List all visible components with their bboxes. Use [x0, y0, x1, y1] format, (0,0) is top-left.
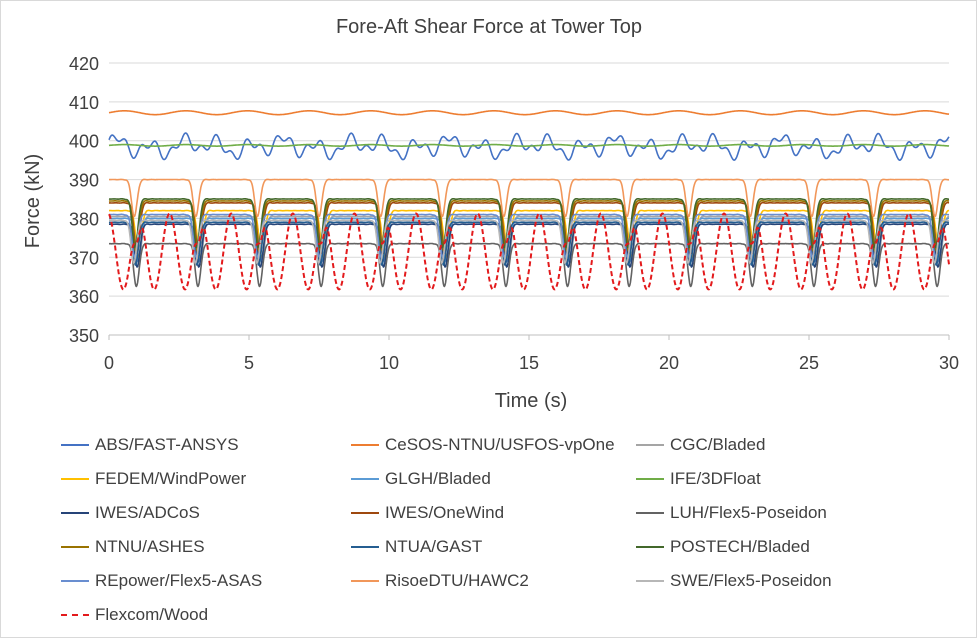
legend-label: Flexcom/Wood	[95, 605, 209, 624]
x-axis-label: Time (s)	[495, 390, 568, 412]
x-tick-label: 25	[799, 353, 819, 373]
legend-swatch	[636, 478, 664, 480]
series-line	[108, 223, 950, 268]
y-tick-label: 360	[69, 287, 99, 307]
legend-label: FEDEM/WindPower	[95, 469, 247, 488]
legend-swatch	[636, 444, 664, 446]
series-line	[108, 212, 950, 291]
legend-swatch	[636, 546, 664, 548]
x-tick-label: 15	[519, 353, 539, 373]
legend-item: NTNU/ASHES	[61, 535, 205, 559]
y-tick-label: 400	[69, 132, 99, 152]
legend-label: RisoeDTU/HAWC2	[385, 571, 529, 590]
legend-label: ABS/FAST-ANSYS	[95, 435, 239, 454]
legend-item: IWES/OneWind	[351, 501, 504, 525]
legend-label: IFE/3DFloat	[670, 469, 761, 488]
legend-item: IFE/3DFloat	[636, 467, 761, 491]
legend-item: CGC/Bladed	[636, 433, 765, 457]
legend-label: LUH/Flex5-Poseidon	[670, 503, 827, 522]
legend-swatch	[61, 478, 89, 480]
legend-swatch	[351, 546, 379, 548]
x-tick-label: 10	[379, 353, 399, 373]
legend-swatch	[61, 512, 89, 514]
legend-item: LUH/Flex5-Poseidon	[636, 501, 827, 525]
legend-swatch	[351, 444, 379, 446]
y-tick-label: 390	[69, 171, 99, 191]
y-tick-label: 350	[69, 326, 99, 346]
legend-swatch	[636, 580, 664, 582]
series-line	[108, 132, 950, 161]
legend-label: POSTECH/Bladed	[670, 537, 810, 556]
legend-label: GLGH/Bladed	[385, 469, 491, 488]
legend-item: NTUA/GAST	[351, 535, 482, 559]
legend-item: REpower/Flex5-ASAS	[61, 569, 262, 593]
legend-label: REpower/Flex5-ASAS	[95, 571, 263, 590]
y-tick-label: 410	[69, 93, 99, 113]
series-line	[108, 178, 950, 218]
legend-swatch	[61, 546, 89, 548]
series-line	[108, 198, 950, 249]
legend-item: FEDEM/WindPower	[61, 467, 246, 491]
x-tick-label: 0	[104, 353, 114, 373]
legend-label: NTNU/ASHES	[95, 537, 205, 556]
y-tick-label: 420	[69, 54, 99, 74]
legend-label: CeSOS-NTNU/USFOS-vpOne	[385, 435, 615, 454]
legend-swatch	[61, 614, 89, 616]
series-line	[108, 213, 950, 259]
chart-title: Fore-Aft Shear Force at Tower Top	[336, 16, 642, 38]
legend-swatch	[351, 478, 379, 480]
axes: 350 360 370 380 390 400 410 420 0 5 10 15 20 25 30	[69, 54, 959, 373]
legend-item: CeSOS-NTNU/USFOS-vpOne	[351, 433, 615, 457]
legend-swatch	[61, 444, 89, 446]
legend-item: ABS/FAST-ANSYS	[61, 433, 239, 457]
legend-item: RisoeDTU/HAWC2	[351, 569, 529, 593]
series-line	[108, 110, 950, 116]
legend-label: NTUA/GAST	[385, 537, 483, 556]
legend-swatch	[636, 512, 664, 514]
legend-swatch	[61, 580, 89, 582]
series-line	[108, 143, 950, 147]
series-lines	[108, 110, 950, 291]
legend-label: IWES/ADCoS	[95, 503, 200, 522]
legend-swatch	[351, 512, 379, 514]
legend-swatch	[351, 580, 379, 582]
legend-label: SWE/Flex5-Poseidon	[670, 571, 832, 590]
y-tick-label: 370	[69, 248, 99, 268]
legend-item: POSTECH/Bladed	[636, 535, 810, 559]
legend-label: CGC/Bladed	[670, 435, 766, 454]
y-tick-label: 380	[69, 209, 99, 229]
y-axis-label: Force (kN)	[22, 154, 44, 248]
legend-item: IWES/ADCoS	[61, 501, 200, 525]
x-tick-label: 30	[939, 353, 959, 373]
legend-item: SWE/Flex5-Poseidon	[636, 569, 832, 593]
legend-item: GLGH/Bladed	[351, 467, 491, 491]
legend-item: Flexcom/Wood	[61, 603, 208, 627]
x-tick-label: 5	[244, 353, 254, 373]
legend-label: IWES/OneWind	[385, 503, 505, 522]
x-tick-label: 20	[659, 353, 679, 373]
